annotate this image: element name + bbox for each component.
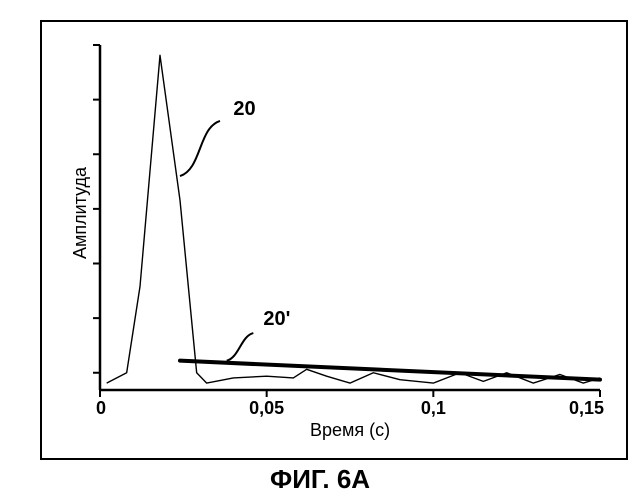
annotation-20-label: 20 [233, 98, 255, 121]
x-tick-label: 0,15 [569, 398, 604, 419]
x-tick-label: 0,1 [421, 398, 446, 419]
figure-caption: ФИГ. 6A [270, 464, 370, 495]
x-tick-label: 0,05 [249, 398, 284, 419]
annotation-leader [227, 333, 254, 361]
figure-container: Амплитуда ФИГ. 6A 20 20' 0 0,05 0,1 0,15 Вре… [0, 0, 640, 500]
x-axis-label: Время (с) [310, 420, 390, 441]
annotation-20prime-label: 20' [263, 308, 290, 331]
series-20 [107, 55, 600, 383]
x-tick-label: 0 [96, 398, 106, 419]
y-axis-label: Амплитуда [70, 167, 91, 259]
annotation-leader [180, 121, 220, 176]
